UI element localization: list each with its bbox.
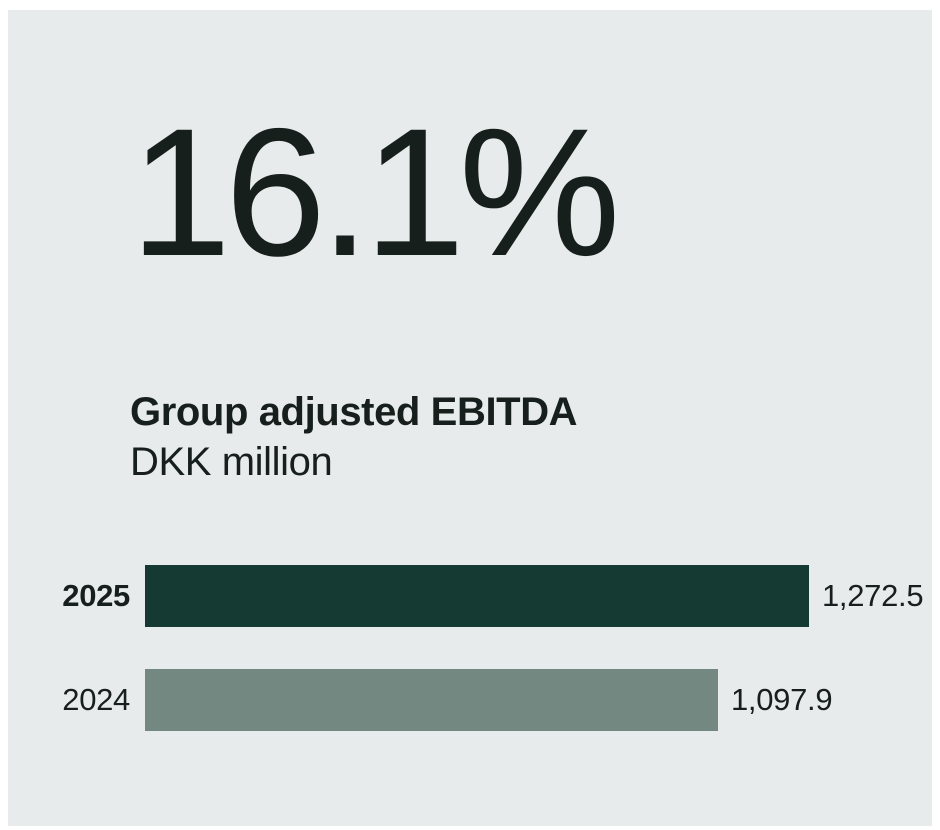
bar-row: 2025 1,272.5: [42, 565, 932, 627]
headline-percentage: 16.1%: [130, 90, 621, 294]
chart-title: Group adjusted EBITDA: [130, 390, 578, 434]
year-label-2024: 2024: [62, 682, 130, 717]
value-label-2024: 1,097.9: [731, 682, 833, 717]
bar-2024: [145, 669, 718, 731]
year-label-2025: 2025: [62, 578, 130, 613]
bar-2025: [145, 565, 809, 627]
chart-subtitle: DKK million: [130, 440, 333, 484]
chart-header: Group adjusted EBITDA DKK million: [130, 387, 578, 487]
bar-chart: 2025 1,272.5 2024 1,097.9: [42, 565, 932, 773]
kpi-card: 16.1% Group adjusted EBITDA DKK million …: [8, 10, 932, 826]
bar-row: 2024 1,097.9: [42, 669, 932, 731]
value-label-2025: 1,272.5: [822, 578, 924, 613]
